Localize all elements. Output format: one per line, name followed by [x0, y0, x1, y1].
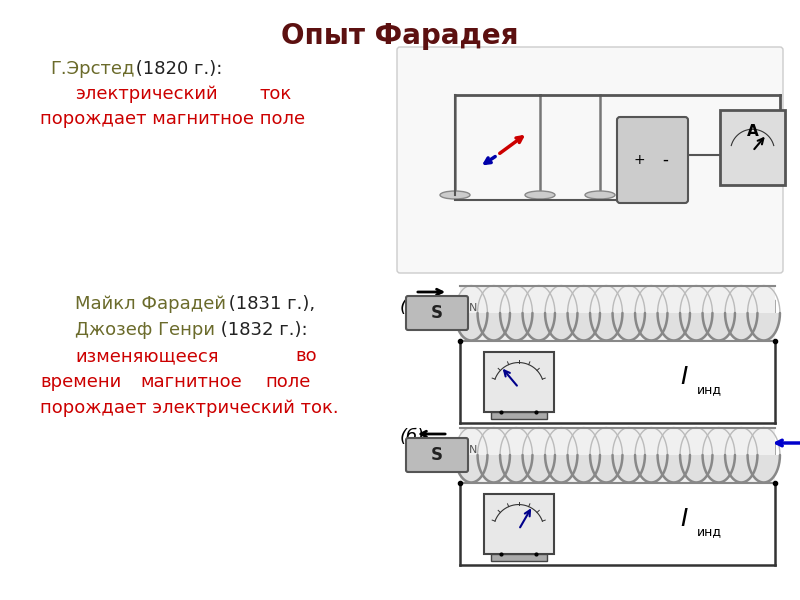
- Polygon shape: [590, 313, 622, 340]
- Polygon shape: [478, 313, 510, 340]
- Ellipse shape: [585, 191, 615, 199]
- FancyBboxPatch shape: [406, 438, 468, 472]
- Text: $I$: $I$: [680, 507, 689, 531]
- Text: (1832 г.):: (1832 г.):: [215, 321, 308, 339]
- Polygon shape: [522, 313, 555, 340]
- Bar: [490, 554, 546, 561]
- Text: +: +: [634, 153, 646, 167]
- Text: порождает электрический ток.: порождает электрический ток.: [40, 399, 338, 417]
- Text: Майкл Фарадей: Майкл Фарадей: [75, 295, 226, 313]
- Polygon shape: [680, 455, 713, 482]
- Text: (1820 г.):: (1820 г.):: [130, 60, 222, 78]
- FancyBboxPatch shape: [484, 494, 554, 554]
- Text: S: S: [431, 304, 443, 322]
- Polygon shape: [725, 313, 758, 340]
- Text: A: A: [746, 124, 758, 139]
- Text: во: во: [295, 347, 317, 365]
- Polygon shape: [725, 455, 758, 482]
- Polygon shape: [500, 455, 533, 482]
- Polygon shape: [590, 455, 622, 482]
- Text: S: S: [431, 446, 443, 464]
- Polygon shape: [522, 455, 555, 482]
- Polygon shape: [702, 455, 735, 482]
- Text: инд: инд: [697, 525, 722, 538]
- Text: поле: поле: [265, 373, 310, 391]
- Bar: [460, 427, 775, 482]
- Polygon shape: [500, 313, 533, 340]
- FancyBboxPatch shape: [406, 296, 468, 330]
- Polygon shape: [747, 313, 780, 340]
- Text: (a): (a): [400, 298, 425, 316]
- Ellipse shape: [440, 191, 470, 199]
- Polygon shape: [613, 455, 645, 482]
- Text: -: -: [662, 151, 669, 169]
- Polygon shape: [455, 455, 487, 482]
- Polygon shape: [478, 455, 510, 482]
- Text: Г.Эрстед: Г.Эрстед: [50, 60, 134, 78]
- FancyBboxPatch shape: [459, 299, 776, 326]
- Polygon shape: [680, 313, 713, 340]
- Text: инд: инд: [697, 383, 722, 396]
- Text: (1831 г.),: (1831 г.),: [223, 295, 315, 313]
- FancyBboxPatch shape: [397, 47, 783, 273]
- Polygon shape: [567, 313, 600, 340]
- Text: времени: времени: [40, 373, 122, 391]
- Polygon shape: [455, 313, 487, 340]
- Bar: [490, 412, 546, 419]
- Polygon shape: [545, 455, 578, 482]
- Text: ток: ток: [260, 85, 292, 103]
- Bar: [460, 286, 775, 340]
- Polygon shape: [545, 313, 578, 340]
- Polygon shape: [635, 455, 667, 482]
- Text: $I$: $I$: [680, 365, 689, 389]
- Text: порождает магнитное поле: порождает магнитное поле: [40, 110, 305, 128]
- Polygon shape: [658, 313, 690, 340]
- FancyBboxPatch shape: [617, 117, 688, 203]
- Text: изменяющееся: изменяющееся: [75, 347, 218, 365]
- FancyBboxPatch shape: [459, 442, 776, 469]
- Text: электрический: электрический: [75, 85, 218, 103]
- FancyBboxPatch shape: [484, 352, 554, 412]
- Polygon shape: [567, 455, 600, 482]
- Text: магнитное: магнитное: [140, 373, 242, 391]
- Text: Джозеф Генри: Джозеф Генри: [75, 321, 215, 339]
- Text: Опыт Фарадея: Опыт Фарадея: [282, 22, 518, 50]
- FancyBboxPatch shape: [720, 110, 785, 185]
- Polygon shape: [613, 313, 645, 340]
- Polygon shape: [747, 455, 780, 482]
- Ellipse shape: [525, 191, 555, 199]
- Polygon shape: [658, 455, 690, 482]
- Text: N: N: [469, 303, 478, 313]
- Polygon shape: [635, 313, 667, 340]
- Text: N: N: [469, 445, 478, 455]
- Polygon shape: [702, 313, 735, 340]
- Text: (б): (б): [400, 428, 425, 446]
